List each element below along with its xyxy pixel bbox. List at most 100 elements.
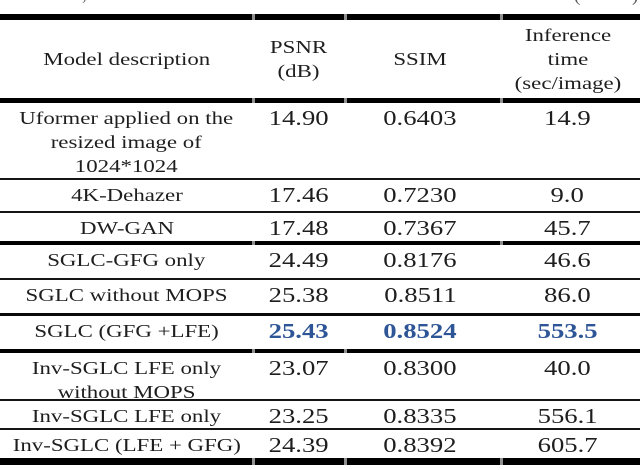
column-notch	[252, 458, 255, 465]
cropped-caption-fragments: , ( )	[0, 0, 640, 14]
inference-time-value: 14.9	[544, 106, 591, 130]
psnr-value: 24.49	[268, 248, 330, 272]
header-label: time	[547, 49, 588, 69]
model-description-cell: SGLC (GFG +LFE)	[0, 316, 253, 349]
ssim-value: 0.8300	[383, 356, 457, 380]
psnr-value: 14.90	[268, 106, 330, 130]
header-bottom-rule	[0, 98, 640, 103]
column-notch	[252, 241, 255, 245]
ssim-cell: 0.8335	[345, 401, 495, 428]
table-top-rule	[0, 14, 640, 20]
section-divider	[0, 349, 640, 353]
table-row: 4K-Dehazer 17.46 0.7230 9.0	[0, 180, 640, 211]
inference-time-value: 9.0	[550, 183, 585, 207]
column-notch	[344, 458, 347, 465]
inference-time-value: 40.0	[544, 356, 591, 380]
column-notch	[344, 98, 347, 103]
table-row: SGLC without MOPS 25.38 0.8511 86.0	[0, 280, 640, 313]
caption-fragment: (	[574, 0, 580, 7]
psnr-cell: 23.07	[253, 353, 345, 399]
row-divider	[0, 278, 640, 280]
psnr-cell: 17.48	[253, 213, 345, 241]
table-row: DW-GAN 17.48 0.7367 45.7	[0, 213, 640, 241]
ssim-cell: 0.8392	[345, 430, 495, 458]
psnr-value: 25.38	[268, 283, 330, 307]
header-label: SSIM	[393, 49, 447, 69]
column-notch	[252, 14, 255, 20]
psnr-cell: 14.90	[253, 103, 345, 178]
model-description: Inv-SGLC LFE only	[31, 358, 222, 378]
ssim-value: 0.8176	[383, 248, 457, 272]
header-inference-time: Inference time (sec/image)	[495, 20, 640, 98]
psnr-cell: 23.25	[253, 401, 345, 428]
table-row: Inv-SGLC LFE only 23.25 0.8335 556.1	[0, 401, 640, 428]
inference-time-cell: 45.7	[495, 213, 640, 241]
column-notch	[344, 349, 347, 353]
table-row: SGLC-GFG only 24.49 0.8176 46.6	[0, 245, 640, 278]
ssim-value: 0.7230	[383, 183, 457, 207]
header-label: (dB)	[278, 61, 320, 81]
column-notch	[252, 349, 255, 353]
table-header-row: Model description PSNR (dB) SSIM Inferen…	[0, 20, 640, 98]
psnr-value: 24.39	[268, 433, 330, 457]
inference-time-cell: 556.1	[495, 401, 640, 428]
header-model-description: Model description	[0, 20, 253, 98]
ssim-value: 0.8524	[383, 319, 457, 343]
ssim-cell: 0.8524	[345, 316, 495, 349]
inference-time-cell: 9.0	[495, 180, 640, 211]
inference-time-value: 86.0	[544, 283, 591, 307]
ssim-cell: 0.8300	[345, 353, 495, 399]
psnr-value: 23.07	[268, 356, 330, 380]
table-row-highlighted: SGLC (GFG +LFE) 25.43 0.8524 553.5	[0, 316, 640, 349]
psnr-cell: 24.39	[253, 430, 345, 458]
header-label: Model description	[42, 49, 210, 69]
inference-time-value: 46.6	[544, 248, 591, 272]
ssim-value: 0.8511	[383, 283, 457, 307]
header-psnr: PSNR (dB)	[253, 20, 345, 98]
psnr-value: 23.25	[268, 404, 330, 428]
column-notch	[500, 458, 503, 465]
model-description: without MOPS	[57, 382, 196, 399]
model-description-cell: Inv-SGLC (LFE + GFG)	[0, 430, 253, 458]
ssim-value: 0.6403	[383, 106, 457, 130]
model-description: SGLC without MOPS	[25, 285, 228, 305]
inference-time-value: 553.5	[537, 319, 598, 343]
table-row: Inv-SGLC (LFE + GFG) 24.39 0.8392 605.7	[0, 430, 640, 458]
model-description-cell: Uformer applied on the resized image of …	[0, 103, 253, 178]
inference-time-value: 556.1	[537, 404, 598, 428]
inference-time-cell: 553.5	[495, 316, 640, 349]
model-description: Inv-SGLC (LFE + GFG)	[12, 435, 241, 455]
model-description-cell: Inv-SGLC LFE only without MOPS	[0, 353, 253, 399]
header-label: Inference	[524, 25, 611, 45]
section-divider	[0, 241, 640, 245]
table-row: Inv-SGLC LFE only without MOPS 23.07 0.8…	[0, 353, 640, 399]
inference-time-value: 45.7	[544, 216, 591, 240]
inference-time-cell: 14.9	[495, 103, 640, 178]
row-divider	[0, 428, 640, 430]
model-description: 4K-Dehazer	[70, 185, 183, 205]
psnr-value: 17.48	[268, 216, 330, 240]
model-description: resized image of	[50, 132, 203, 152]
row-divider	[0, 211, 640, 213]
inference-time-value: 605.7	[537, 433, 598, 457]
model-description: DW-GAN	[79, 218, 174, 238]
row-divider	[0, 313, 640, 316]
ssim-value: 0.8392	[383, 433, 457, 457]
psnr-value: 17.46	[268, 183, 330, 207]
ssim-value: 0.8335	[383, 404, 457, 428]
psnr-value: 25.43	[268, 319, 330, 343]
row-divider	[0, 178, 640, 180]
ssim-value: 0.7367	[383, 216, 457, 240]
column-notch	[500, 14, 503, 20]
psnr-cell: 24.49	[253, 245, 345, 278]
psnr-cell: 17.46	[253, 180, 345, 211]
row-divider	[0, 399, 640, 401]
column-notch	[252, 98, 255, 103]
model-description-cell: SGLC without MOPS	[0, 280, 253, 313]
header-label: PSNR	[270, 37, 328, 57]
model-description: 1024*1024	[75, 156, 178, 176]
psnr-cell: 25.38	[253, 280, 345, 313]
table-row: Uformer applied on the resized image of …	[0, 103, 640, 178]
model-description-cell: DW-GAN	[0, 213, 253, 241]
model-description: SGLC-GFG only	[47, 250, 206, 270]
